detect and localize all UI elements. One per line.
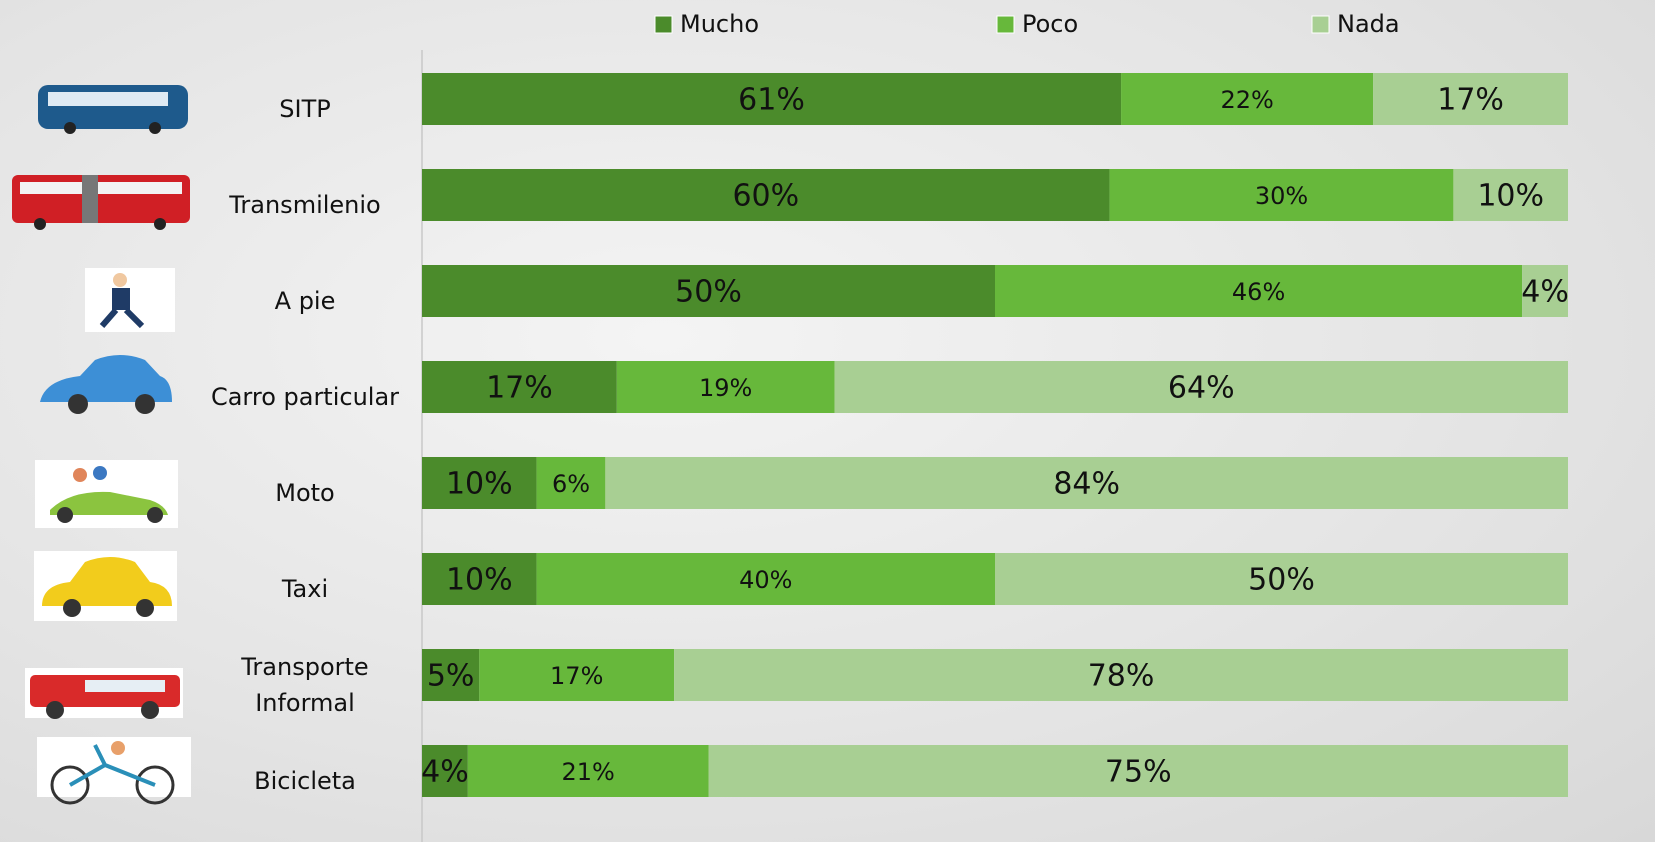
bar-segment <box>1453 169 1568 221</box>
value-label: 10% <box>1477 179 1544 214</box>
bar-segment <box>422 553 537 605</box>
bar-segment <box>708 745 1568 797</box>
legend-label: Poco <box>1022 10 1078 38</box>
icon-taxi <box>34 551 177 621</box>
legend-swatch <box>1311 15 1330 34</box>
legend-swatch <box>654 15 673 34</box>
bar-segment <box>1522 265 1568 317</box>
bar-segment <box>1121 73 1374 125</box>
legend-swatch <box>996 15 1015 34</box>
value-label: 84% <box>1053 467 1120 502</box>
icon-jeep <box>25 668 183 719</box>
category-label: Carro particular <box>210 383 400 411</box>
value-label: 50% <box>675 275 742 310</box>
bar-segment <box>422 265 995 317</box>
bar-segment <box>995 553 1568 605</box>
bar-segment <box>995 265 1523 317</box>
bar-segment <box>422 169 1110 221</box>
bar-segment <box>1109 169 1454 221</box>
value-label: 21% <box>561 758 614 786</box>
icon-transmilenio <box>12 175 190 230</box>
value-label: 60% <box>732 179 799 214</box>
value-label: 17% <box>550 662 603 690</box>
value-label: 17% <box>1437 83 1504 118</box>
category-label: Taxi <box>281 575 329 603</box>
bar-segment <box>422 73 1122 125</box>
category-label: Bicicleta <box>254 767 356 795</box>
bar-segment <box>422 745 468 797</box>
value-label: 78% <box>1088 659 1155 694</box>
bar-segment <box>536 457 606 509</box>
bar-segment <box>467 745 709 797</box>
value-label: 64% <box>1168 371 1235 406</box>
category-label: Transporte Informal <box>241 653 369 717</box>
icon-walker <box>85 268 175 332</box>
value-label: 40% <box>739 566 792 594</box>
category-label: Moto <box>275 479 335 507</box>
value-label: 17% <box>486 371 553 406</box>
value-label: 10% <box>446 467 513 502</box>
bar-segment <box>834 361 1568 413</box>
bar-segment <box>536 553 995 605</box>
value-label: 50% <box>1248 563 1315 598</box>
value-label: 46% <box>1232 278 1285 306</box>
category-label: A pie <box>274 287 336 315</box>
icon-sitp <box>38 85 188 134</box>
category-label: Transmilenio <box>229 191 381 219</box>
value-label: 4% <box>1521 275 1569 310</box>
bar-segment <box>1373 73 1568 125</box>
value-label: 5% <box>427 659 475 694</box>
value-label: 22% <box>1220 86 1273 114</box>
value-label: 10% <box>446 563 513 598</box>
icon-bicycle <box>37 737 191 805</box>
icon-moto <box>35 460 178 528</box>
category-label: SITP <box>279 95 331 123</box>
value-label: 75% <box>1105 755 1172 790</box>
bar-segment <box>674 649 1568 701</box>
bar-segment <box>616 361 835 413</box>
legend-label: Mucho <box>680 10 759 38</box>
bar-segment <box>422 649 480 701</box>
bar-segment <box>422 457 537 509</box>
value-label: 30% <box>1255 182 1308 210</box>
value-label: 19% <box>699 374 752 402</box>
bar-segment <box>479 649 675 701</box>
legend-label: Nada <box>1337 10 1400 38</box>
icon-car <box>40 355 172 414</box>
bar-segment <box>422 361 617 413</box>
bar-segment <box>605 457 1568 509</box>
value-label: 6% <box>552 470 590 498</box>
value-label: 61% <box>738 83 805 118</box>
value-label: 4% <box>421 755 469 790</box>
